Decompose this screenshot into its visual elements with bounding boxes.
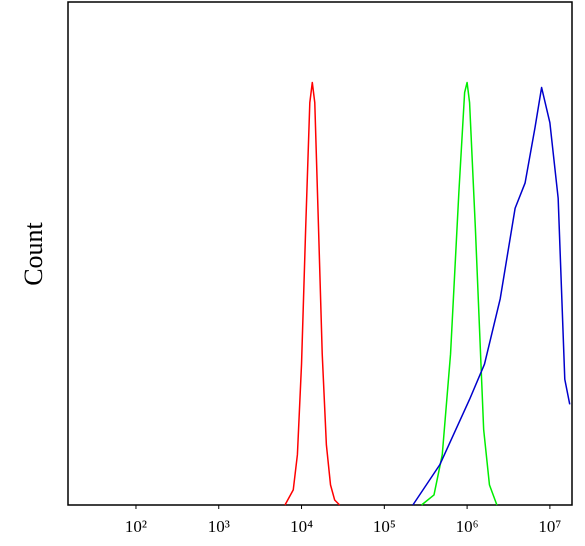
histogram-line xyxy=(421,81,498,506)
x-tick-label: 10² xyxy=(125,517,147,536)
plot-frame xyxy=(67,1,573,506)
histogram-line xyxy=(412,86,571,506)
x-tick-label: 10³ xyxy=(208,517,230,536)
x-tick-label: 10⁶ xyxy=(456,517,479,536)
histogram-line xyxy=(284,81,341,506)
x-tick-label: 10⁷ xyxy=(538,517,561,536)
y-axis-label: Count xyxy=(19,221,48,285)
x-tick-label: 10⁵ xyxy=(373,517,396,536)
x-tick-label: 10⁴ xyxy=(290,517,313,536)
